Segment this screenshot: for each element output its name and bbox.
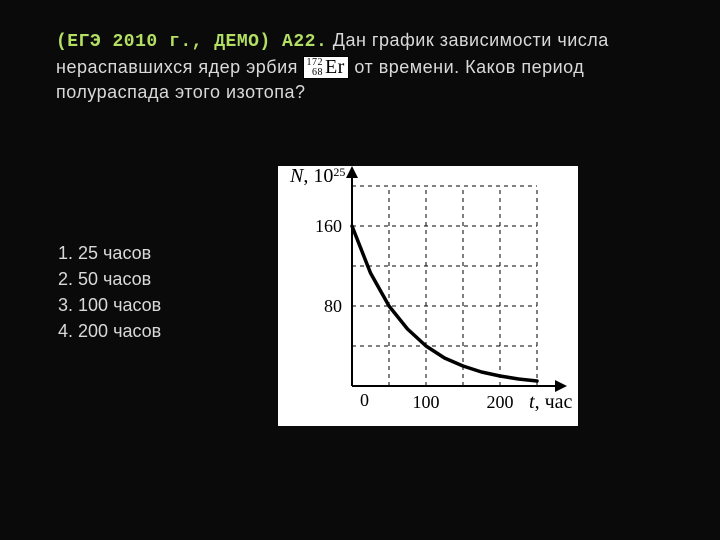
svg-text:0: 0 (360, 390, 369, 410)
answer-number: 3. (58, 295, 73, 315)
answer-number: 1. (58, 243, 73, 263)
answer-option: 2. 50 часов (58, 266, 161, 292)
svg-text:t, час: t, час (529, 391, 572, 413)
svg-text:80: 80 (324, 296, 342, 316)
isotope-symbol: 172 68 Er (303, 56, 348, 80)
main-row: 1. 25 часов 2. 50 часов 3. 100 часов 4. … (56, 166, 664, 426)
answer-text: 50 часов (78, 269, 151, 289)
answer-text: 100 часов (78, 295, 161, 315)
answer-option: 4. 200 часов (58, 318, 161, 344)
isotope-numbers: 172 68 (306, 58, 323, 78)
slide: (ЕГЭ 2010 г., ДЕМО) А22. Дан график зави… (0, 0, 720, 540)
answer-number: 4. (58, 321, 73, 341)
answer-option: 1. 25 часов (58, 240, 161, 266)
svg-text:200: 200 (486, 392, 513, 412)
answer-number: 2. (58, 269, 73, 289)
isotope-element: Er (325, 57, 345, 77)
chart-svg: 100 200 80 160 0 N, 1025 t, час (278, 166, 578, 426)
question-head: (ЕГЭ 2010 г., ДЕМО) А22. (56, 32, 327, 52)
question-text: (ЕГЭ 2010 г., ДЕМО) А22. Дан график зави… (56, 28, 664, 106)
decay-chart: 100 200 80 160 0 N, 1025 t, час (278, 166, 578, 426)
answer-text: 25 часов (78, 243, 151, 263)
svg-text:N, 1025: N, 1025 (289, 166, 345, 187)
chart-container: 100 200 80 160 0 N, 1025 t, час (191, 166, 664, 426)
answer-text: 200 часов (78, 321, 161, 341)
answer-list: 1. 25 часов 2. 50 часов 3. 100 часов 4. … (56, 240, 161, 426)
svg-text:160: 160 (315, 216, 342, 236)
answer-option: 3. 100 часов (58, 292, 161, 318)
isotope-z: 68 (312, 67, 323, 78)
svg-text:100: 100 (412, 392, 439, 412)
